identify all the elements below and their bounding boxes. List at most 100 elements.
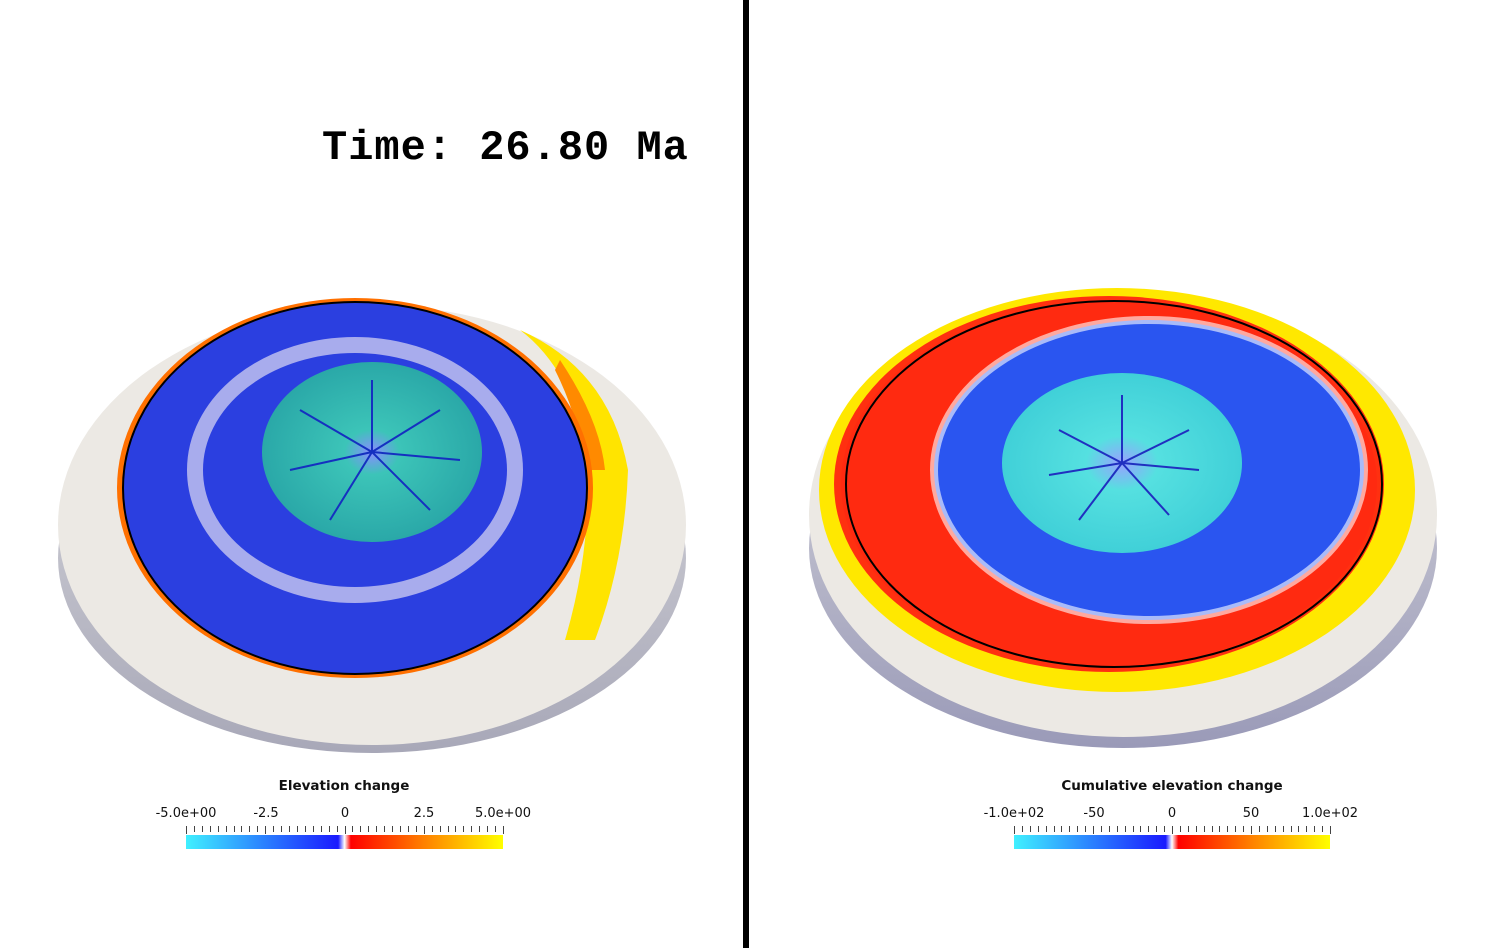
time-label: Time: 26.80 Ma (322, 124, 689, 172)
tick-mark (1029, 826, 1031, 832)
tick-mark (471, 826, 473, 832)
tick-mark (257, 826, 259, 832)
drainage-network (1048, 395, 1200, 521)
tick-label: 0 (340, 806, 350, 821)
tick-mark (1100, 826, 1102, 832)
tick-mark (463, 826, 465, 832)
tick-label: 5.0e+00 (474, 806, 532, 821)
tick-mark (281, 826, 283, 832)
tick-mark (225, 826, 227, 832)
tick-mark (1053, 826, 1055, 832)
tick-mark (1243, 826, 1245, 832)
tick-mark (1187, 826, 1189, 832)
colorbar (186, 835, 503, 849)
tick-mark (415, 826, 417, 832)
tick-mark (1164, 826, 1166, 832)
tick-mark (1116, 826, 1118, 832)
tick-mark (249, 826, 251, 832)
right-terrain-render (809, 288, 1437, 748)
tick-mark (1298, 826, 1300, 832)
tick-mark (399, 826, 401, 832)
tick-mark (1140, 826, 1142, 832)
tick-mark (296, 826, 298, 832)
tick-mark (360, 826, 362, 832)
shoreline-outline (845, 300, 1383, 668)
tick-mark (1179, 826, 1181, 832)
tick-mark (1085, 826, 1087, 832)
tick-mark (1195, 826, 1197, 832)
tick-mark (344, 826, 346, 834)
tick-mark (304, 826, 306, 832)
drainage-network (289, 380, 461, 521)
tick-mark (479, 826, 481, 832)
tick-mark (1219, 826, 1221, 832)
tick-marks (1014, 826, 1331, 834)
tick-mark (376, 826, 378, 832)
white-ring (187, 337, 523, 603)
tick-mark (209, 826, 211, 832)
tick-label: -1.0e+02 (983, 806, 1045, 821)
tick-mark (1314, 826, 1316, 832)
tick-mark (1258, 826, 1260, 832)
tick-label: -2.5 (253, 806, 279, 821)
tick-mark (273, 826, 275, 832)
tick-mark (1108, 826, 1110, 832)
legend-title: Cumulative elevation change (1061, 778, 1283, 794)
tick-mark (392, 826, 394, 832)
tick-mark (1061, 826, 1063, 832)
left-panel: Elevation change -5.0e+00 -2.5 0 2.5 5.0… (0, 0, 743, 948)
tick-mark (1093, 826, 1094, 834)
tick-mark (1322, 826, 1324, 832)
panel-divider (743, 0, 749, 948)
tick-mark (1290, 826, 1292, 832)
tick-mark (352, 826, 354, 832)
tick-mark (336, 826, 338, 832)
deposit-yellow (520, 330, 628, 640)
tick-mark (201, 826, 203, 832)
white-transition (930, 316, 1368, 624)
colorbar (1014, 835, 1330, 849)
tick-mark (1045, 826, 1047, 832)
tick-mark (1037, 826, 1039, 832)
tick-label: 1.0e+02 (1301, 806, 1359, 821)
tick-mark (241, 826, 243, 832)
tick-mark (1282, 826, 1284, 832)
tick-mark (495, 826, 497, 832)
tick-mark (186, 826, 187, 834)
shoreline-outline (122, 301, 588, 675)
tick-mark (193, 826, 195, 832)
tick-mark (1021, 826, 1023, 832)
tick-mark (503, 826, 504, 834)
tick-label: 0 (1167, 806, 1177, 821)
tick-mark (423, 826, 425, 834)
tick-mark (1274, 826, 1276, 832)
tick-mark (1306, 826, 1308, 832)
tick-mark (487, 826, 489, 832)
legend-title: Elevation change (278, 778, 410, 794)
tick-mark (1148, 826, 1150, 832)
tick-label: 50 (1242, 806, 1260, 821)
tick-mark (1156, 826, 1158, 832)
left-terrain-render (58, 298, 686, 753)
tick-label: -50 (1083, 806, 1105, 821)
tick-mark (265, 826, 267, 834)
tick-mark (1211, 826, 1213, 832)
tick-mark (1227, 826, 1229, 832)
tick-mark (1172, 826, 1173, 834)
tick-mark (1124, 826, 1126, 832)
tick-mark (368, 826, 370, 832)
tick-mark (289, 826, 291, 832)
tick-mark (233, 826, 235, 832)
tick-mark (431, 826, 433, 832)
tick-mark (1330, 826, 1331, 834)
tick-mark (1235, 826, 1237, 832)
tick-mark (407, 826, 409, 832)
tick-mark (1077, 826, 1079, 832)
deposit-orange (555, 360, 605, 470)
tick-mark (328, 826, 330, 832)
right-panel: Cumulative elevation change -1.0e+02 -50… (749, 0, 1494, 948)
tick-mark (1266, 826, 1268, 832)
tick-mark (447, 826, 449, 832)
tick-mark (439, 826, 441, 832)
tick-mark (1014, 826, 1015, 834)
